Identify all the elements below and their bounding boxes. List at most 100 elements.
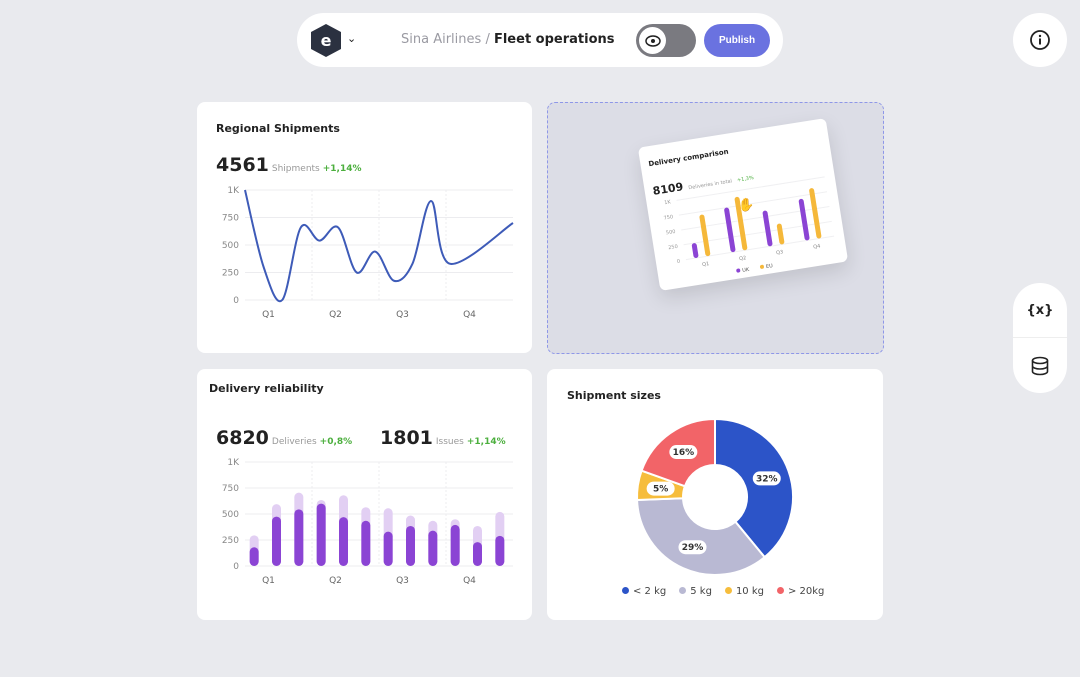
legend-label: UK: [742, 267, 751, 274]
database-icon: [1031, 356, 1049, 375]
slice-label: 16%: [673, 448, 695, 458]
bar-eu: [809, 188, 822, 239]
variables-button[interactable]: {x}: [1013, 283, 1067, 338]
y-tick-label: 500: [222, 510, 239, 520]
bar-deliveries: [473, 542, 482, 566]
donut-slice: [714, 417, 794, 559]
bar-deliveries: [249, 547, 259, 566]
x-tick-label: Q4: [813, 243, 821, 250]
bar-deliveries: [495, 535, 505, 566]
bar-uk: [724, 207, 736, 253]
legend-item: < 2 kg: [622, 586, 666, 597]
y-tick-label: 500: [222, 241, 239, 251]
bar-deliveries: [383, 531, 393, 566]
eye-icon: [639, 27, 666, 54]
slice-label-bg: [669, 445, 698, 460]
bar-eu: [776, 223, 785, 245]
x-tick-label: Q3: [396, 576, 409, 586]
info-button[interactable]: [1013, 13, 1067, 67]
card-title: Regional Shipments: [216, 122, 340, 135]
bar-uk: [691, 243, 699, 258]
preview-toggle[interactable]: [636, 24, 696, 57]
legend-dot: [679, 587, 687, 594]
slice-label: 29%: [682, 543, 704, 553]
kpi-issues: 1801 Issues +1,14%: [380, 427, 506, 449]
chevron-down-icon[interactable]: ⌄: [347, 32, 357, 45]
bar-deliveries: [294, 509, 304, 566]
y-tick-label: 500: [666, 229, 676, 236]
publish-button[interactable]: Publish: [704, 24, 770, 57]
x-tick-label: Q2: [329, 576, 342, 586]
y-tick-label: 0: [233, 296, 239, 306]
legend-dot: [724, 587, 732, 594]
y-tick-label: 1K: [227, 186, 240, 196]
bar-deliveries: [428, 530, 438, 566]
top-bar: e ⌄ Sina Airlines / Fleet operations Pub…: [297, 13, 783, 67]
preview-bar-chart: 0 250 500 750 1K Q1 Q2 Q3 Q4 UK EU: [663, 176, 835, 274]
shipment-sizes-card: Shipment sizes 32% 29% 5% 16%: [547, 369, 883, 620]
regional-shipments-card: Regional Shipments 4561 Shipments +1,14% 0…: [197, 102, 532, 353]
kpi-label: Issues: [435, 437, 464, 447]
bar-deliveries: [361, 520, 371, 566]
donut-legend: < 2 kg 5 kg 10 kg > 20kg: [622, 586, 824, 597]
y-tick-label: 0: [677, 259, 681, 265]
delivery-comparison-widget-preview[interactable]: Delivery comparison 8109 Deliveries in t…: [637, 118, 849, 291]
x-tick-label: Q3: [776, 249, 784, 256]
bar-uk: [762, 210, 773, 247]
y-tick-label: 1K: [664, 199, 672, 206]
preview-title: Delivery comparison: [647, 147, 730, 169]
delivery-reliability-card: Delivery reliability 6820 Deliveries +0,8%…: [197, 369, 532, 620]
kpi-change: +1,14%: [322, 164, 362, 174]
legend-label: EU: [766, 263, 774, 270]
breadcrumb: Sina Airlines / Fleet operations: [401, 32, 615, 47]
y-tick-label: 250: [668, 244, 678, 251]
slice-label: 32%: [756, 474, 778, 484]
card-title: Delivery reliability: [209, 382, 324, 395]
slice-label-bg: [678, 540, 707, 555]
y-tick-label: 750: [222, 214, 239, 224]
breadcrumb-current: Fleet operations: [493, 32, 615, 47]
bar-eu: [734, 196, 748, 251]
breadcrumb-separator: /: [485, 32, 490, 47]
kpi-change: +1,14%: [466, 437, 506, 447]
kpi-label: Shipments: [271, 164, 320, 174]
bar-deliveries: [339, 517, 348, 566]
regional-line-chart: 0 250 500 750 1K Q1 Q2 Q3 Q4: [222, 186, 514, 320]
legend-item: 10 kg: [724, 586, 764, 597]
legend-label: 5 kg: [690, 586, 712, 597]
legend-dot: [759, 264, 764, 269]
legend-label: > 20kg: [787, 586, 825, 597]
y-tick-label: 0: [233, 562, 239, 572]
breadcrumb-parent[interactable]: Sina Airlines: [401, 32, 482, 47]
card-title: Shipment sizes: [567, 389, 661, 402]
bar-deliveries: [406, 525, 415, 566]
kpi-value: 1801: [380, 427, 433, 449]
x-tick-label: Q4: [463, 576, 476, 586]
legend-dot: [776, 587, 784, 594]
gridline: [685, 235, 835, 261]
legend-dot: [622, 587, 629, 594]
reliability-bar-chart: 0 250 500 750 1K Q1 Q2 Q3 Q4: [222, 458, 513, 586]
database-button[interactable]: [1013, 338, 1067, 393]
kpi-change: +0,8%: [319, 437, 353, 447]
svg-text:e: e: [321, 31, 332, 50]
kpi-value: 4561: [216, 154, 269, 176]
legend-label: < 2 kg: [633, 586, 667, 597]
kpi: 4561 Shipments +1,14%: [216, 154, 362, 176]
legend-dot: [736, 268, 741, 273]
legend-item: 5 kg: [679, 586, 712, 597]
y-tick-label: 750: [222, 484, 239, 494]
y-tick-label: 250: [222, 269, 239, 279]
gridline: [678, 191, 828, 216]
grab-cursor-icon: ✋: [738, 198, 755, 213]
legend-item: > 20kg: [776, 586, 825, 597]
x-tick-label: Q1: [262, 576, 275, 586]
x-tick-label: Q1: [262, 310, 275, 320]
logo-icon[interactable]: e: [311, 24, 341, 61]
x-tick-label: Q2: [329, 310, 342, 320]
x-tick-label: Q4: [463, 310, 476, 320]
bar-uk: [798, 198, 810, 241]
kpi-label: Deliveries: [271, 437, 317, 447]
legend-label: 10 kg: [735, 586, 764, 597]
kpi-value: 6820: [216, 427, 269, 449]
